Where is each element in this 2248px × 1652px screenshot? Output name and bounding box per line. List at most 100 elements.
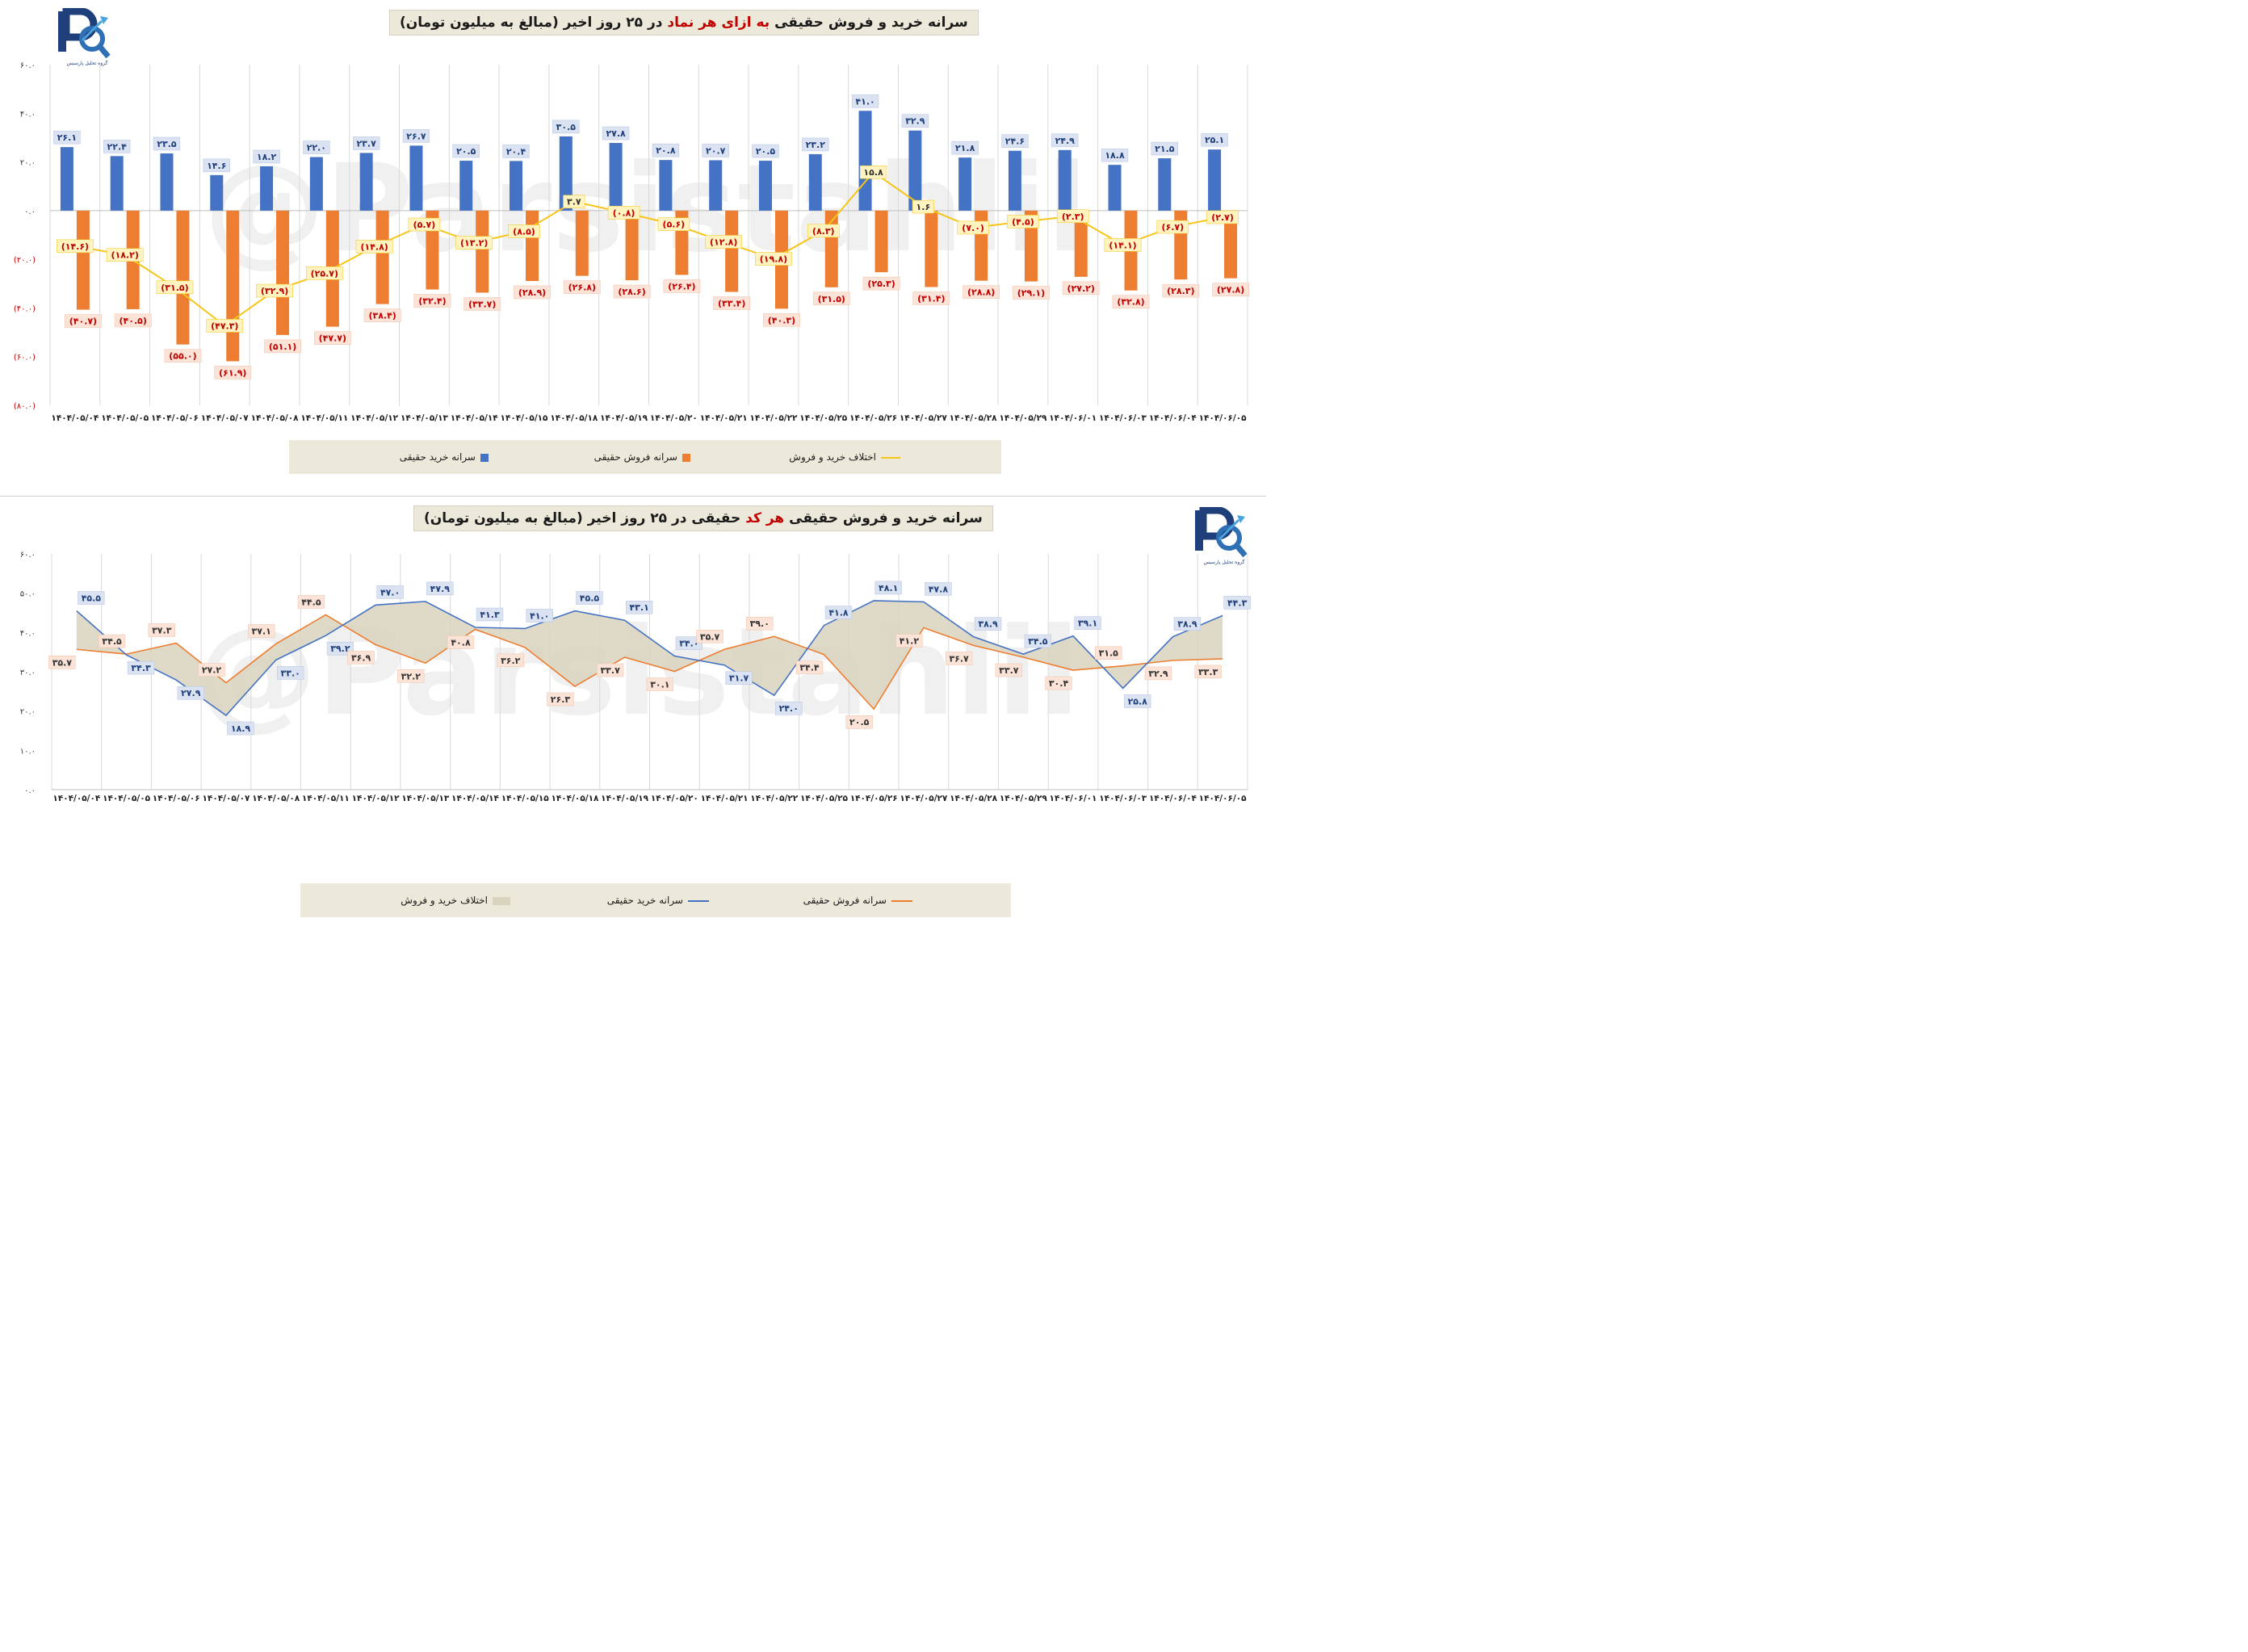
bar-sell xyxy=(575,210,589,276)
title2-part-2: حقیقی در ۲۵ روز اخیر (مبالغ به میلیون تو… xyxy=(424,510,746,526)
buy-value-label: ۲۷.۸ xyxy=(606,128,626,139)
title2-part-highlight: هر کد xyxy=(745,510,785,526)
sell-value-label-bg xyxy=(1045,676,1072,690)
bar-buy xyxy=(958,157,972,211)
diff-value-label: (۸.۵) xyxy=(513,226,535,237)
x-tick-label: ۱۴۰۴/۰۶/۰۴ xyxy=(1149,413,1197,423)
buy-value-label-bg xyxy=(951,140,979,155)
x-tick-label: ۱۴۰۴/۰۵/۱۲ xyxy=(350,413,399,423)
buy-value-label-bg xyxy=(78,591,105,605)
sell-value-label: ۴۱.۲ xyxy=(900,635,920,646)
bar-buy xyxy=(409,145,423,211)
buy-value-label-bg xyxy=(576,591,603,605)
sell-value-label: (۴۰.۵) xyxy=(120,316,147,326)
sell-value-label-bg xyxy=(563,280,601,294)
sell-value-label-bg xyxy=(1212,283,1249,296)
buy-value-label: ۴۱.۸ xyxy=(828,608,849,618)
legend-sell-label: سرانه فروش حقیقی xyxy=(593,451,677,463)
diff-value-label-bg xyxy=(57,239,94,254)
y-tick-label: (۸۰.۰) xyxy=(14,402,36,411)
x-tick-label: ۱۴۰۴/۰۵/۲۸ xyxy=(950,794,998,803)
sell-value-label: (۳۱.۴) xyxy=(917,294,945,304)
sell-value-label-bg xyxy=(663,279,701,293)
diff-value-label-bg xyxy=(256,283,293,298)
diff-value-label: ۱.۶ xyxy=(916,202,931,212)
sell-value-label-bg xyxy=(1112,295,1150,308)
buy-value-label-bg xyxy=(1001,134,1029,148)
diff-value-label: (۲.۳) xyxy=(1062,212,1084,222)
legend2-sell-label: سرانه فروش حقیقی xyxy=(803,895,887,906)
buy-value-label-bg xyxy=(127,660,155,675)
diff-value-label: (۱۸.۲) xyxy=(111,250,139,261)
x-tick-label: ۱۴۰۴/۰۵/۲۲ xyxy=(750,413,799,423)
y-tick-label: ۲۰.۰ xyxy=(20,708,36,717)
x-tick-label: ۱۴۰۴/۰۵/۰۶ xyxy=(151,413,199,423)
legend-sell-swatch xyxy=(682,453,690,462)
buy-value-label: ۲۵.۸ xyxy=(1128,696,1148,707)
sell-value-label-bg xyxy=(945,652,973,665)
buy-value-label: ۳۰.۵ xyxy=(556,122,577,132)
sell-value-label-bg xyxy=(413,294,451,308)
buy-value-label-bg xyxy=(675,636,703,650)
diff-value-label: (۱۴.۶) xyxy=(61,241,89,252)
buy-value-label: ۴۸.۱ xyxy=(879,583,898,593)
buy-value-label-bg xyxy=(652,143,680,157)
bar-buy xyxy=(908,130,922,211)
sell-value-label-bg xyxy=(1013,286,1050,300)
sell-value-label: (۲۷.۲) xyxy=(1067,283,1095,294)
sell-value-label: ۳۴.۵ xyxy=(102,636,122,647)
bar-sell xyxy=(476,210,489,293)
y-tick-label: ۴۰.۰ xyxy=(20,629,36,638)
sell-value-label-bg xyxy=(148,623,175,637)
diff-value-label: (۳۲.۹) xyxy=(261,286,288,296)
chart-title-per-code: سرانه خرید و فروش حقیقی هر کد حقیقی در ۲… xyxy=(413,505,993,531)
x-tick-label: ۱۴۰۴/۰۵/۱۴ xyxy=(451,413,499,423)
buy-value-label: ۴۷.۹ xyxy=(430,584,451,594)
diff-area xyxy=(76,600,1223,716)
buy-value-label: ۱۸.۹ xyxy=(231,723,251,734)
sell-value-label: ۲۶.۳ xyxy=(551,694,571,705)
sell-value-label: ۳۳.۳ xyxy=(1198,667,1218,677)
x-tick-label: ۱۴۰۴/۰۵/۱۳ xyxy=(401,413,449,423)
sell-value-label-bg xyxy=(347,651,375,665)
buy-value-label: ۲۴.۰ xyxy=(779,703,799,714)
bar-buy xyxy=(1058,149,1072,211)
diff-value-label: (۲.۷) xyxy=(1211,212,1234,223)
y-tick-label: ۳۰.۰ xyxy=(20,669,36,677)
sell-value-label-bg xyxy=(497,653,524,668)
bar-buy xyxy=(110,156,124,211)
diff-value-label: (۰.۸) xyxy=(613,208,635,218)
bar-sell xyxy=(526,210,539,281)
sell-value-label-bg xyxy=(895,634,923,648)
buy-value-label-bg xyxy=(1124,694,1151,708)
buy-value-label: ۲۲.۴ xyxy=(107,141,128,152)
bar-sell xyxy=(226,210,240,362)
buy-value-label-bg xyxy=(552,119,580,134)
x-tick-label: ۱۴۰۴/۰۵/۱۸ xyxy=(551,794,599,803)
buy-value-label-bg xyxy=(153,136,181,151)
buy-value-label-bg xyxy=(851,94,879,108)
x-tick-label: ۱۴۰۴/۰۵/۲۱ xyxy=(700,413,748,423)
buy-value-label: ۱۸.۲ xyxy=(257,152,277,162)
diff-value-label-bg xyxy=(807,224,840,238)
diff-value-label: (۲۵.۷) xyxy=(311,268,338,279)
x-tick-label: ۱۴۰۴/۰۶/۰۱ xyxy=(1050,794,1097,803)
sell-value-label: ۳۴.۴ xyxy=(799,663,820,673)
logo-caption-2: گروه تحلیل پارسیس xyxy=(1204,559,1245,565)
sell-value-label-bg xyxy=(995,663,1022,677)
x-tick-label: ۱۴۰۴/۰۵/۲۷ xyxy=(900,794,948,803)
buy-value-label: ۲۷.۹ xyxy=(181,688,201,698)
buy-value-label-bg xyxy=(452,144,480,158)
sell-value-label-bg xyxy=(214,366,252,379)
buy-value-label: ۴۱.۰ xyxy=(530,610,549,621)
bar-buy xyxy=(1008,150,1021,211)
diff-value-label-bg xyxy=(306,266,343,280)
buy-value-label: ۲۶.۷ xyxy=(406,131,426,141)
bar-buy xyxy=(758,161,772,211)
buy-value-label-bg xyxy=(326,641,354,656)
x-tick-label: ۱۴۰۴/۰۵/۱۴ xyxy=(451,794,500,803)
sell-value-label: (۲۶.۸) xyxy=(568,283,596,293)
sell-value-label-bg xyxy=(397,669,425,683)
buy-value-label: ۲۰.۷ xyxy=(706,145,726,156)
buy-value-label: ۲۵.۱ xyxy=(1205,135,1224,145)
